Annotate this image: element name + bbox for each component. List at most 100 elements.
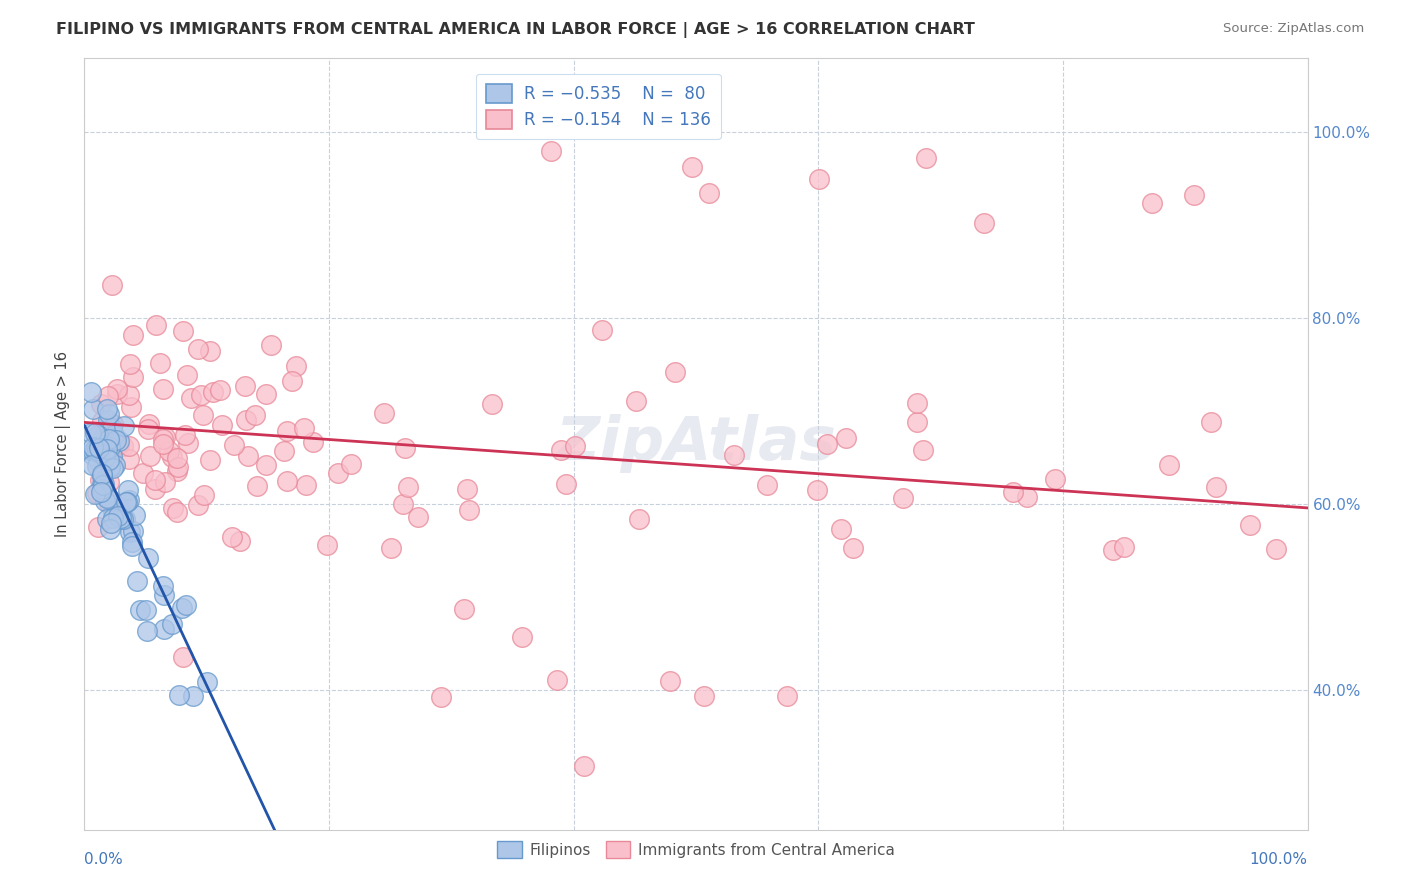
Point — [326, 466, 349, 480]
Point — [96, 402, 118, 417]
Point — [96, 442, 118, 457]
Point — [96, 512, 118, 526]
Point — [173, 428, 195, 442]
Point — [107, 434, 129, 448]
Point — [97, 492, 120, 507]
Point — [167, 460, 190, 475]
Point — [273, 444, 295, 458]
Point — [104, 458, 127, 472]
Point — [100, 492, 122, 507]
Point — [105, 382, 128, 396]
Point — [96, 389, 118, 403]
Point — [131, 466, 153, 480]
Point — [100, 278, 122, 293]
Point — [540, 145, 562, 159]
Point — [107, 387, 129, 401]
Point — [152, 578, 174, 592]
Point — [93, 446, 115, 460]
Point — [138, 417, 160, 431]
Point — [276, 474, 298, 488]
Point — [177, 436, 200, 450]
Point — [281, 374, 304, 388]
Text: 100.0%: 100.0% — [1250, 852, 1308, 867]
Point — [118, 451, 141, 466]
Point — [973, 217, 995, 231]
Point — [120, 400, 142, 414]
Point — [246, 479, 269, 493]
Point — [87, 519, 110, 533]
Point — [373, 406, 395, 420]
Point — [90, 468, 112, 483]
Point — [1112, 541, 1135, 555]
Point — [153, 622, 176, 636]
Point — [121, 535, 143, 549]
Point — [394, 441, 416, 455]
Point — [153, 588, 176, 602]
Point — [915, 151, 938, 165]
Point — [172, 650, 194, 665]
Point — [456, 483, 478, 497]
Point — [162, 450, 184, 464]
Point — [112, 439, 135, 453]
Point — [172, 324, 194, 338]
Point — [86, 443, 108, 458]
Point — [181, 690, 204, 704]
Point — [292, 421, 315, 435]
Point — [340, 457, 363, 471]
Point — [136, 422, 159, 436]
Point — [302, 435, 325, 450]
Point — [90, 485, 112, 500]
Point — [98, 432, 121, 446]
Point — [546, 673, 568, 687]
Point — [808, 172, 831, 186]
Point — [481, 397, 503, 411]
Point — [84, 487, 107, 501]
Point — [82, 458, 104, 472]
Point — [107, 508, 129, 523]
Point — [1265, 541, 1288, 556]
Point — [681, 160, 703, 174]
Point — [1140, 196, 1163, 211]
Point — [98, 453, 121, 467]
Point — [591, 323, 613, 337]
Point — [118, 439, 141, 453]
Point — [830, 522, 852, 536]
Point — [91, 476, 114, 491]
Point — [1205, 480, 1227, 494]
Point — [90, 397, 112, 411]
Point — [135, 603, 157, 617]
Point — [176, 368, 198, 383]
Point — [118, 525, 141, 540]
Point — [905, 415, 928, 429]
Point — [1015, 490, 1038, 504]
Point — [93, 467, 115, 481]
Point — [152, 382, 174, 396]
Point — [911, 442, 934, 457]
Point — [776, 689, 799, 703]
Point — [125, 574, 148, 588]
Point — [103, 436, 125, 450]
Point — [93, 477, 115, 491]
Point — [222, 438, 245, 452]
Point — [90, 438, 112, 452]
Point — [191, 409, 214, 423]
Point — [97, 496, 120, 510]
Point — [243, 408, 266, 422]
Point — [254, 458, 277, 472]
Point — [145, 473, 167, 487]
Point — [195, 675, 218, 690]
Point — [659, 674, 682, 689]
Point — [512, 630, 534, 644]
Point — [555, 477, 578, 491]
Point — [89, 439, 111, 453]
Point — [122, 328, 145, 343]
Point — [457, 503, 479, 517]
Point — [129, 603, 152, 617]
Point — [172, 601, 194, 615]
Point — [149, 357, 172, 371]
Point — [122, 369, 145, 384]
Point — [209, 383, 232, 397]
Point — [82, 444, 104, 458]
Point — [198, 453, 221, 467]
Point — [198, 343, 221, 358]
